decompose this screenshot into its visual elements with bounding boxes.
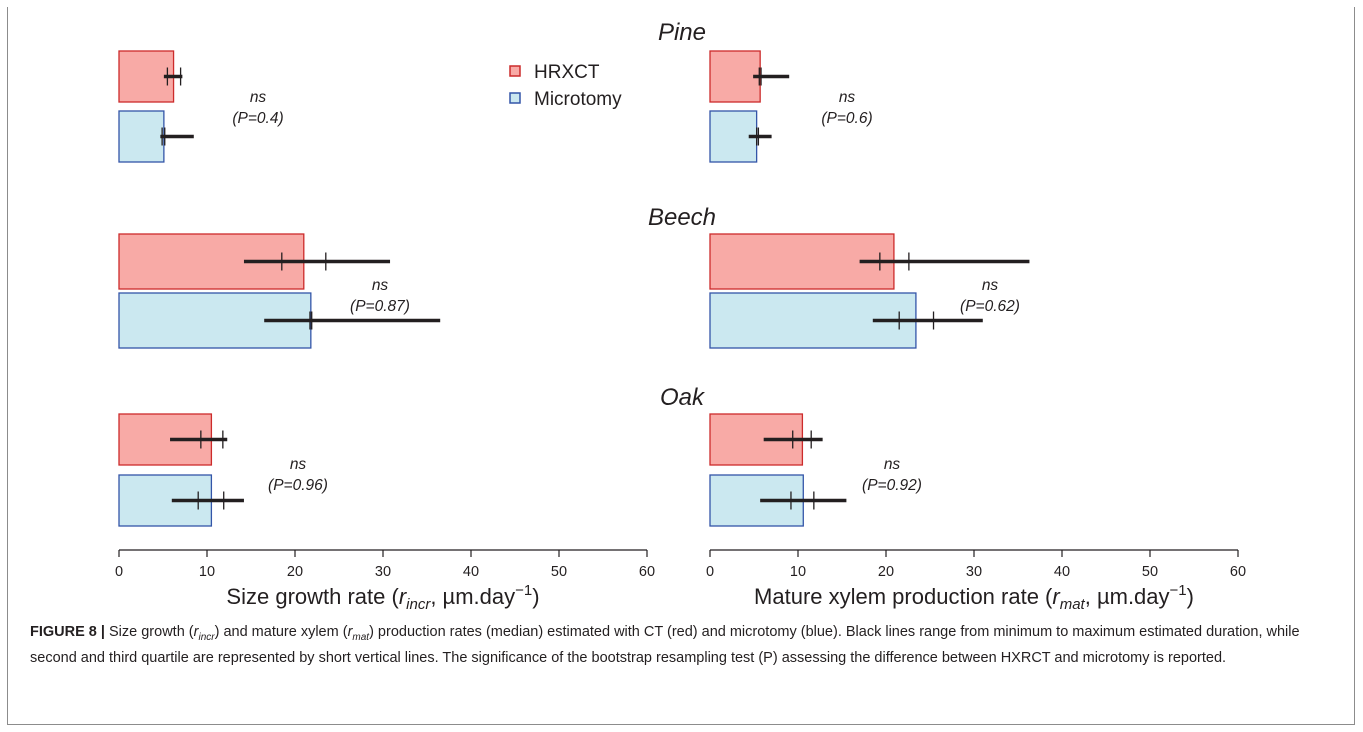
bar-pine-size-microtomy: [118, 110, 165, 163]
mature-x-tick-label: 20: [878, 564, 894, 580]
caption-subscript-2: mat: [352, 631, 370, 643]
size-x-tick-label: 40: [463, 564, 479, 580]
mature-x-tick-label: 50: [1142, 564, 1158, 580]
legend-label-microtomy: Microtomy: [534, 89, 622, 110]
caption-text-3: ) production rates (median) estimated wi…: [30, 624, 1300, 667]
legend-swatch-hrxct: [509, 65, 521, 77]
size-x-tick-label: 0: [115, 564, 123, 580]
species-title-beech: Beech: [648, 204, 716, 231]
size-x-tick-label: 30: [375, 564, 391, 580]
p-value-label: (P=0.6): [821, 110, 872, 127]
size-x-tick-label: 50: [551, 564, 567, 580]
p-value-label: (P=0.92): [862, 477, 922, 494]
p-value-label: (P=0.4): [232, 110, 283, 127]
size-x-tick-label: 20: [287, 564, 303, 580]
mature-x-tick-label: 0: [706, 564, 714, 580]
species-title-oak: Oak: [660, 384, 706, 411]
size-x-tick-label: 60: [639, 564, 655, 580]
mature-x-axis-label: Mature xylem production rate (rmat, µm.d…: [754, 582, 1194, 613]
caption-subscript-1: incr: [198, 631, 215, 643]
legend-label-hrxct: HRXCT: [534, 62, 600, 83]
p-value-label: (P=0.96): [268, 477, 328, 494]
bar-chart: 0 10 20 30 40 50 60 Size growth rate (rincr, µm…: [115, 19, 1246, 613]
significance-label: ns: [250, 89, 267, 106]
caption-text-2: ) and mature xylem (: [214, 624, 348, 640]
mature-x-tick-label: 30: [966, 564, 982, 580]
legend-swatch-microtomy: [509, 92, 521, 104]
significance-label: ns: [372, 277, 389, 294]
p-value-label: (P=0.87): [350, 298, 410, 315]
caption-symbol-2: r: [347, 624, 353, 640]
significance-label: ns: [884, 456, 901, 473]
p-value-label: (P=0.62): [960, 298, 1020, 315]
significance-label: ns: [839, 89, 856, 106]
caption-symbol-1: r: [193, 624, 199, 640]
size-x-tick-label: 10: [199, 564, 215, 580]
mature-x-tick-label: 10: [790, 564, 806, 580]
caption-text-1: Size growth (: [104, 624, 194, 640]
significance-label: ns: [290, 456, 307, 473]
bar-pine-mature-hrxct: [709, 50, 761, 103]
size-x-axis-label: Size growth rate (rincr, µm.day−1): [226, 582, 539, 613]
mature-x-tick-label: 40: [1054, 564, 1070, 580]
species-title-pine: Pine: [658, 19, 706, 46]
figure-frame: [7, 7, 1355, 725]
caption-label: FIGURE 8 |: [30, 624, 105, 640]
significance-label: ns: [982, 277, 999, 294]
figure-caption: FIGURE 8 | Size growth (rincr) and matur…: [30, 622, 1330, 669]
mature-x-tick-label: 60: [1230, 564, 1246, 580]
